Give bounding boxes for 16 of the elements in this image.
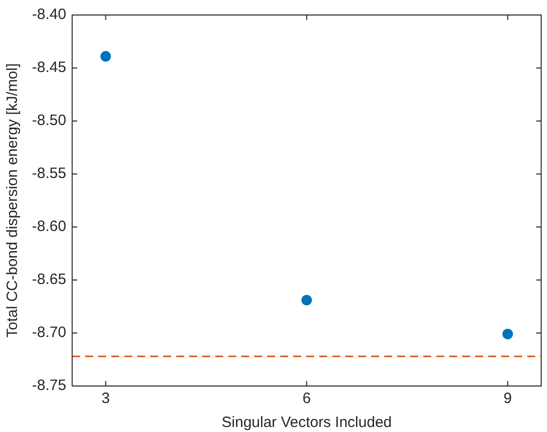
x-tick-label: 6 <box>302 390 311 408</box>
x-tick-label: 3 <box>102 390 110 408</box>
y-tick-label: -8.40 <box>32 6 66 24</box>
y-axis-title: Total CC-bond dispersion energy [kJ/mol] <box>4 63 22 338</box>
x-axis-title: Singular Vectors Included <box>222 414 392 432</box>
y-tick-label: -8.65 <box>32 271 66 288</box>
y-tick-label: -8.75 <box>32 377 66 394</box>
point <box>301 294 312 306</box>
point <box>502 328 513 340</box>
x-tick-label: 9 <box>504 390 512 408</box>
y-tick-label: -8.60 <box>32 218 66 236</box>
point <box>100 51 111 62</box>
y-tick-label: -8.50 <box>32 112 66 130</box>
y-tick-label: -8.45 <box>32 59 66 76</box>
y-tick-label: -8.70 <box>32 324 66 342</box>
y-tick-label: -8.55 <box>32 165 66 182</box>
